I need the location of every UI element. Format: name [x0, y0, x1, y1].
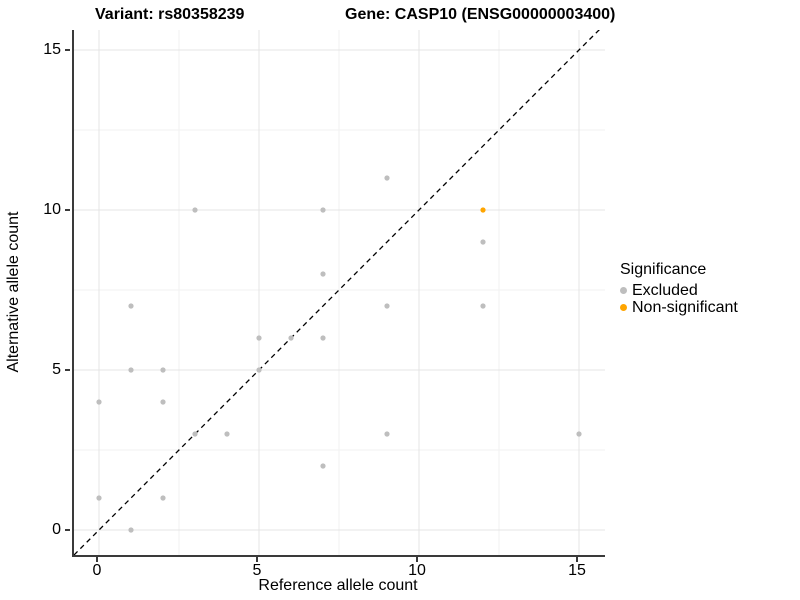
y-tick-mark	[65, 209, 70, 211]
data-point-excluded	[576, 431, 582, 437]
data-point-excluded	[288, 335, 294, 341]
x-tick-label: 0	[92, 562, 102, 579]
data-point-excluded	[128, 367, 134, 373]
x-tick-mark	[96, 557, 98, 562]
data-point-excluded	[256, 335, 262, 341]
data-point-excluded	[96, 495, 102, 501]
plot-title-gene: Gene: CASP10 (ENSG00000003400)	[345, 6, 616, 23]
plot-canvas	[74, 30, 605, 555]
x-tick-mark	[256, 557, 258, 562]
y-axis-title: Alternative allele count	[5, 211, 22, 373]
legend-items: Excluded Non-significant	[620, 282, 798, 316]
legend-key-dot	[620, 304, 627, 311]
x-tick-label: 15	[568, 562, 586, 579]
y-tick-label: 5	[52, 361, 61, 378]
data-point-non-significant	[480, 207, 486, 213]
data-point-excluded	[320, 335, 326, 341]
legend-label: Excluded	[632, 281, 698, 299]
x-tick-mark	[416, 557, 418, 562]
legend-title: Significance	[620, 261, 707, 278]
plot-panel	[72, 30, 605, 557]
data-point-excluded	[192, 431, 198, 437]
data-point-excluded	[224, 431, 230, 437]
data-point-excluded	[256, 367, 262, 373]
plot-title-variant: Variant: rs80358239	[95, 6, 245, 23]
data-point-excluded	[320, 207, 326, 213]
data-point-excluded	[192, 207, 198, 213]
data-point-excluded	[160, 367, 166, 373]
legend-label: Non-significant	[632, 298, 738, 316]
data-point-excluded	[320, 463, 326, 469]
legend-key-dot	[620, 287, 627, 294]
data-point-excluded	[128, 303, 134, 309]
x-tick-label: 10	[408, 562, 426, 579]
data-point-excluded	[480, 239, 486, 245]
y-tick-label: 15	[43, 41, 61, 58]
data-point-excluded	[160, 495, 166, 501]
legend: Significance Excluded Non-significant	[620, 261, 798, 316]
data-point-excluded	[128, 527, 134, 533]
data-point-excluded	[320, 271, 326, 277]
x-axis-title: Reference allele count	[258, 577, 418, 594]
data-point-excluded	[96, 399, 102, 405]
x-tick-mark	[576, 557, 578, 562]
data-point-excluded	[384, 303, 390, 309]
y-tick-mark	[65, 49, 70, 51]
data-point-excluded	[480, 303, 486, 309]
identity-line	[74, 30, 600, 555]
y-tick-mark	[65, 369, 70, 371]
data-point-excluded	[384, 431, 390, 437]
data-point-excluded	[160, 399, 166, 405]
data-point-excluded	[384, 175, 390, 181]
y-tick-mark	[65, 529, 70, 531]
y-tick-label: 0	[52, 521, 61, 538]
y-tick-label: 10	[43, 201, 61, 218]
legend-item-non-significant: Non-significant	[620, 299, 798, 316]
legend-item-excluded: Excluded	[620, 282, 798, 299]
x-tick-label: 5	[252, 562, 262, 579]
